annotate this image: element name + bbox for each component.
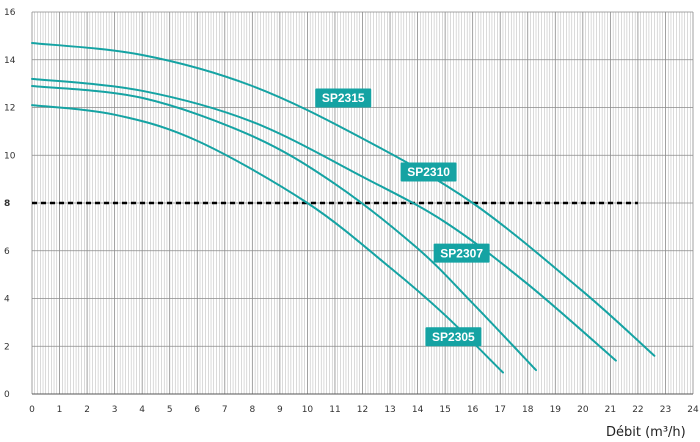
y-tick-labels: 0 2 4 6 8 10 12 14 16 bbox=[4, 8, 16, 400]
y-tick-label: 14 bbox=[4, 56, 16, 66]
series-label-sp2307: SP2307 bbox=[433, 243, 490, 263]
series-label-box bbox=[315, 88, 372, 108]
x-tick-label: 13 bbox=[384, 405, 395, 415]
series-label-box bbox=[400, 162, 457, 182]
x-tick-label: 4 bbox=[139, 405, 145, 415]
x-tick-label: 19 bbox=[550, 405, 562, 415]
x-tick-label: 23 bbox=[660, 405, 671, 415]
y-tick-label: 4 bbox=[4, 295, 10, 305]
series-lines bbox=[31, 42, 656, 374]
x-tick-label: 2 bbox=[84, 405, 90, 415]
series-label-sp2310: SP2310 bbox=[400, 162, 457, 182]
x-tick-label: 17 bbox=[494, 405, 505, 415]
x-tick-label: 22 bbox=[632, 405, 643, 415]
x-tick-label: 16 bbox=[467, 405, 479, 415]
series-label-text: SP2310 bbox=[407, 165, 450, 179]
x-tick-label: 18 bbox=[522, 405, 534, 415]
x-tick-label: 15 bbox=[439, 405, 450, 415]
series-label-sp2315: SP2315 bbox=[315, 88, 372, 108]
x-tick-label: 3 bbox=[112, 405, 118, 415]
x-tick-label: 7 bbox=[222, 405, 228, 415]
y-tick-label: 10 bbox=[4, 151, 16, 161]
x-tick-label: 6 bbox=[194, 405, 200, 415]
x-tick-label: 24 bbox=[687, 405, 699, 415]
y-tick-label: 8 bbox=[4, 199, 10, 209]
y-tick-label: 16 bbox=[4, 8, 16, 18]
series-label-box bbox=[433, 243, 490, 263]
x-tick-label: 5 bbox=[167, 405, 173, 415]
series-label-text: SP2305 bbox=[432, 330, 475, 344]
x-tick-label: 1 bbox=[57, 405, 63, 415]
x-tick-label: 12 bbox=[357, 405, 368, 415]
x-tick-label: 8 bbox=[249, 405, 255, 415]
series-line-sp2310 bbox=[31, 77, 617, 362]
x-tick-label: 0 bbox=[29, 405, 35, 415]
series-label-text: SP2307 bbox=[440, 246, 483, 260]
x-tick-label: 9 bbox=[277, 405, 283, 415]
series-line-sp2315 bbox=[31, 42, 656, 357]
y-tick-label: 2 bbox=[4, 342, 10, 352]
x-tick-label: 14 bbox=[412, 405, 424, 415]
y-tick-label: 0 bbox=[4, 390, 10, 400]
x-tick-label: 20 bbox=[577, 405, 589, 415]
x-tick-label: 21 bbox=[605, 405, 616, 415]
series-line-sp2307 bbox=[31, 85, 537, 372]
x-tick-label: 10 bbox=[302, 405, 314, 415]
x-tick-label: 11 bbox=[329, 405, 340, 415]
series-labels: SP2315 SP2310 SP2307 SP2305 bbox=[315, 88, 490, 347]
series-line-sp2305 bbox=[31, 104, 504, 374]
series-label-text: SP2315 bbox=[322, 91, 365, 105]
x-axis-label: Débit (m³/h) bbox=[606, 425, 686, 440]
y-tick-label: 12 bbox=[4, 104, 15, 114]
series-label-box bbox=[425, 327, 482, 347]
x-tick-labels: 0 1 2 3 4 5 6 7 8 9 10 11 12 13 14 15 16 17 18 19 20 21 22 23 24 bbox=[29, 405, 699, 415]
y-tick-label: 6 bbox=[4, 247, 10, 257]
series-label-sp2305: SP2305 bbox=[425, 327, 482, 347]
